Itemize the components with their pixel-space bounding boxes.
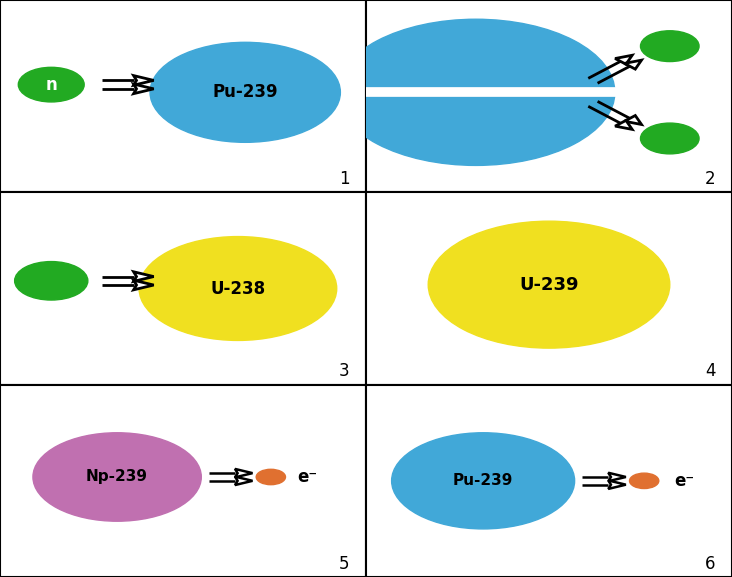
Text: 4: 4 xyxy=(705,362,715,380)
Circle shape xyxy=(18,68,84,102)
Text: n: n xyxy=(45,76,57,93)
Polygon shape xyxy=(235,477,253,485)
Circle shape xyxy=(640,31,699,62)
Text: 1: 1 xyxy=(339,170,349,188)
Polygon shape xyxy=(615,55,632,64)
Text: Pu-239: Pu-239 xyxy=(212,83,278,102)
Polygon shape xyxy=(133,280,154,290)
Circle shape xyxy=(256,469,285,485)
Circle shape xyxy=(33,433,201,521)
Polygon shape xyxy=(133,76,154,85)
Polygon shape xyxy=(133,272,154,282)
Circle shape xyxy=(15,261,88,300)
Polygon shape xyxy=(615,121,632,129)
Circle shape xyxy=(392,433,575,529)
Polygon shape xyxy=(133,84,154,93)
Text: 3: 3 xyxy=(339,362,349,380)
Circle shape xyxy=(640,123,699,154)
Text: Np-239: Np-239 xyxy=(86,470,148,485)
Polygon shape xyxy=(608,473,626,481)
Text: 2: 2 xyxy=(705,170,715,188)
Text: e⁻: e⁻ xyxy=(297,468,318,486)
Text: U-239: U-239 xyxy=(519,276,579,294)
Circle shape xyxy=(337,19,615,166)
Circle shape xyxy=(150,42,340,143)
Circle shape xyxy=(630,473,659,489)
Polygon shape xyxy=(608,481,626,489)
Text: U-238: U-238 xyxy=(210,279,266,298)
Text: e⁻: e⁻ xyxy=(674,472,695,490)
Text: 5: 5 xyxy=(339,554,349,572)
Text: Pu-239: Pu-239 xyxy=(453,473,513,488)
Circle shape xyxy=(139,237,337,340)
Circle shape xyxy=(428,221,670,348)
Polygon shape xyxy=(235,469,253,477)
Text: 6: 6 xyxy=(705,554,715,572)
Polygon shape xyxy=(624,60,641,69)
Polygon shape xyxy=(624,115,641,125)
